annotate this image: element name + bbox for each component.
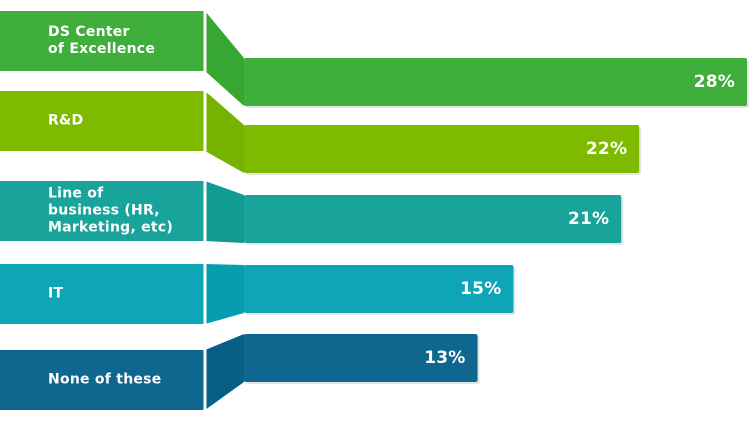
bar-it	[244, 265, 514, 313]
category-label-ds-center-of-excellence: DS Center of Excellence	[48, 24, 156, 57]
connector-r-d	[205, 91, 244, 173]
connector-none-of-these	[205, 334, 244, 410]
connector-ds-center-of-excellence	[205, 11, 244, 106]
value-label-none-of-these: 13%	[424, 348, 466, 368]
value-label-ds-center-of-excellence: 28%	[693, 72, 735, 92]
category-label-it: IT	[48, 285, 64, 302]
value-label-it: 15%	[460, 279, 502, 299]
category-band-it	[0, 264, 205, 324]
category-label-none-of-these: None of these	[48, 371, 162, 388]
category-band-line-of-business-hr-marketing-etc	[0, 181, 205, 241]
value-label-line-of-business-hr-marketing-etc: 21%	[567, 209, 610, 229]
bar-none-of-these	[244, 334, 478, 382]
bar-r-d	[244, 125, 640, 173]
connector-line-of-business-hr-marketing-etc	[205, 181, 244, 243]
value-label-r-d: 22%	[585, 139, 628, 159]
connector-it	[205, 264, 244, 324]
category-band-ds-center-of-excellence	[0, 11, 205, 71]
bar-ds-center-of-excellence	[244, 58, 747, 106]
bar-line-of-business-hr-marketing-etc	[244, 195, 622, 243]
category-label-r-d: R&D	[48, 112, 84, 129]
category-label-line-of-business-hr-marketing-etc: Line of business (HR, Marketing, etc)	[48, 185, 174, 236]
category-band-none-of-these	[0, 350, 205, 410]
category-band-r-d	[0, 91, 205, 151]
